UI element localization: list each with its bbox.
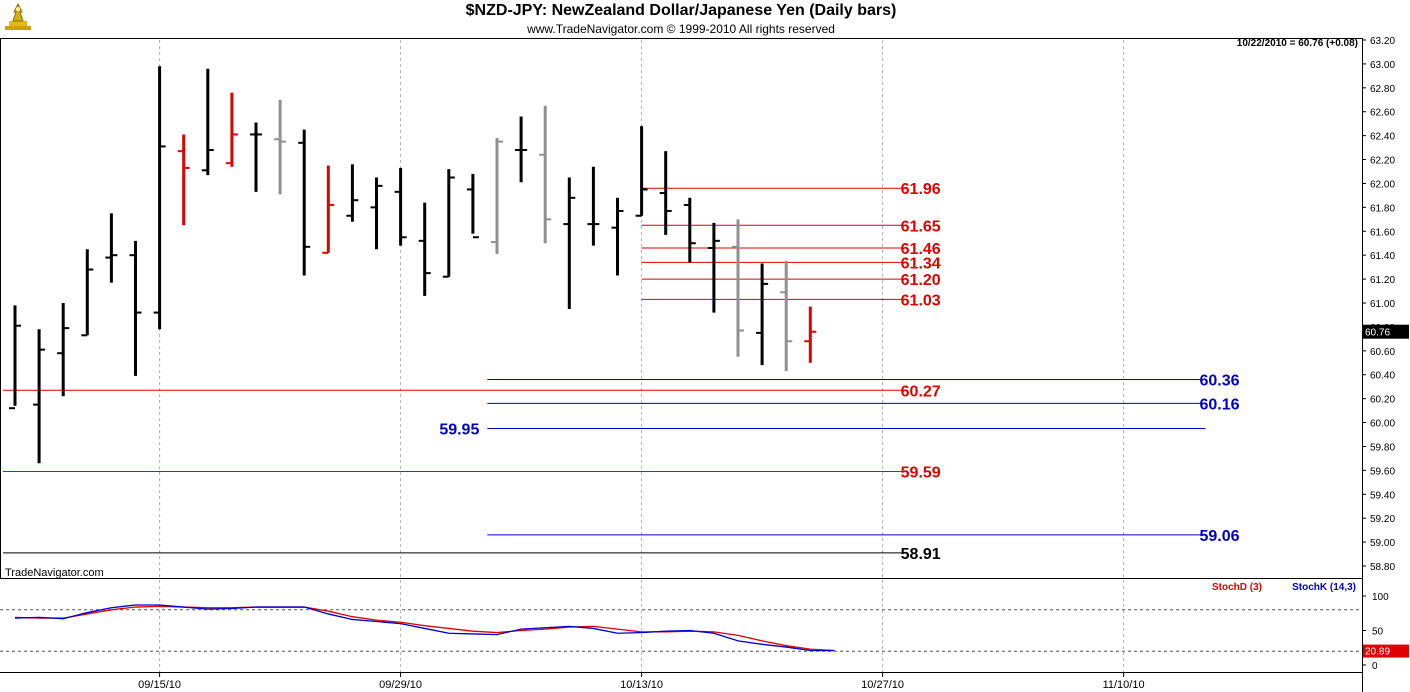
price-tick-label: 59.20 [1370,514,1395,525]
stoch-tick-label: 100 [1372,592,1389,603]
legend-stochk: StochK (14,3) [1292,582,1356,593]
price-tick-label: 62.20 [1370,156,1395,167]
stoch-tick-label: 50 [1372,627,1384,638]
price-tick-label: 59.60 [1370,466,1395,477]
level-label: 60.16 [1199,396,1239,413]
chart-title: $NZD-JPY: NewZealand Dollar/Japanese Yen… [465,2,897,19]
chart-subtitle: www.TradeNavigator.com © 1999-2010 All r… [527,22,835,36]
price-tick-label: 63.00 [1370,60,1395,71]
price-panel-frame [0,38,1363,579]
level-label: 60.27 [901,383,941,400]
price-tick-label: 60.00 [1370,419,1395,430]
stoch-tick-label: 0 [1372,661,1378,672]
price-tick-label: 61.80 [1370,203,1395,214]
stoch-last-tag [1363,644,1409,658]
price-tick-label: 59.00 [1370,538,1395,549]
level-label: 58.91 [901,546,941,563]
watermark: TradeNavigator.com [5,567,104,579]
price-tick-label: 61.20 [1370,275,1395,286]
level-label: 61.34 [901,255,941,272]
date-tick-label: 10/13/10 [620,679,663,691]
price-tick-label: 60.60 [1370,347,1395,358]
price-tick-label: 62.40 [1370,132,1395,143]
legend-stochd: StochD (3) [1212,582,1262,593]
level-label: 59.95 [439,422,479,439]
price-tick-label: 63.20 [1370,36,1395,47]
date-tick-label: 09/15/10 [138,679,181,691]
price-tick-label: 60.20 [1370,395,1395,406]
stoch-last-value: 20.89 [1365,647,1390,658]
price-tick-label: 61.40 [1370,251,1395,262]
price-tick-label: 58.80 [1370,562,1395,573]
stoch-line [14,604,835,652]
level-label: 61.20 [901,272,941,289]
trade-navigator-logo-icon [3,2,33,32]
last-price-value: 60.76 [1365,328,1390,339]
price-tick-label: 59.40 [1370,490,1395,501]
level-label: 61.96 [901,181,941,198]
price-tick-label: 61.00 [1370,299,1395,310]
date-tick-label: 11/10/10 [1103,679,1145,691]
price-tick-label: 62.00 [1370,179,1395,190]
price-tick-label: 59.80 [1370,442,1395,453]
price-tick-label: 61.60 [1370,227,1395,238]
level-label: 61.46 [901,241,941,258]
level-label: 59.59 [901,465,941,482]
price-tick-label: 62.60 [1370,108,1395,119]
last-price-tag [1363,324,1409,339]
date-tick-label: 10/27/10 [861,679,904,691]
level-label: 59.06 [1199,528,1239,545]
level-label: 60.36 [1199,373,1239,390]
level-label: 61.65 [901,218,941,235]
last-quote: 10/22/2010 = 60.76 (+0.08) [1237,38,1358,49]
price-tick-label: 62.80 [1370,84,1395,95]
date-tick-label: 09/29/10 [379,679,422,691]
level-label: 61.03 [901,292,941,309]
price-tick-label: 60.40 [1370,371,1395,382]
